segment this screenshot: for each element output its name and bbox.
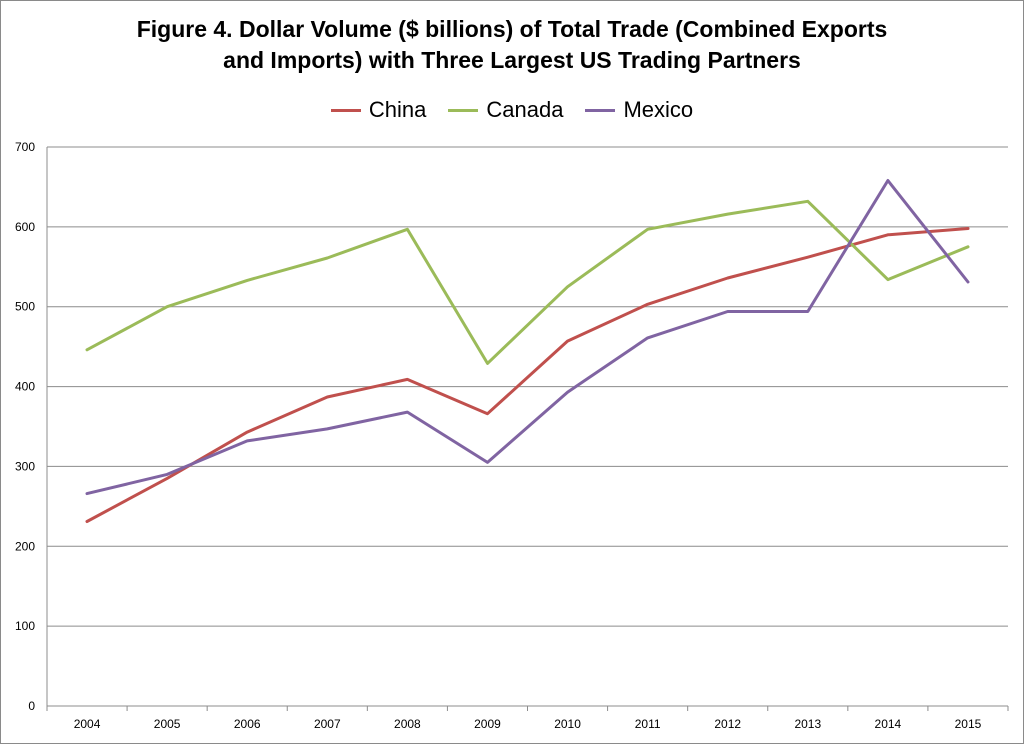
legend-label-china: China	[368, 97, 427, 122]
legend-item-canada: Canada	[448, 97, 563, 123]
chart-legend: China Canada Mexico	[0, 93, 1024, 127]
x-tick-label-2006: 2006	[234, 717, 261, 731]
x-tick-label-2014: 2014	[875, 717, 902, 731]
x-tick-label-2007: 2007	[314, 717, 341, 731]
x-tick-label-2012: 2012	[714, 717, 741, 731]
x-tick-label-2010: 2010	[554, 717, 581, 731]
y-tick-label-200: 200	[15, 539, 35, 553]
series-line-canada	[85, 199, 970, 365]
legend-swatch-mexico	[585, 108, 616, 112]
legend-item-china: China	[330, 97, 427, 123]
chart-title: Figure 4. Dollar Volume ($ billions) of …	[0, 14, 1024, 76]
x-tick-label-2004: 2004	[74, 717, 101, 731]
chart-title-line-2: and Imports) with Three Largest US Tradi…	[223, 47, 801, 73]
x-tick-label-2011: 2011	[635, 717, 661, 731]
legend-swatch-canada	[448, 108, 479, 112]
legend-label-canada: Canada	[486, 97, 564, 122]
x-tick-label-2015: 2015	[955, 717, 982, 731]
y-tick-label-600: 600	[15, 220, 35, 234]
y-tick-label-400: 400	[15, 380, 35, 394]
legend-label-mexico: Mexico	[623, 97, 694, 122]
y-tick-label-0: 0	[28, 699, 35, 713]
x-tick-label-2005: 2005	[154, 717, 181, 731]
x-tick-label-2009: 2009	[474, 717, 501, 731]
legend-swatch-china	[330, 108, 361, 112]
series-line-china	[85, 227, 970, 523]
x-tick-label-2008: 2008	[394, 717, 421, 731]
y-tick-label-100: 100	[15, 619, 35, 633]
x-tick-label-2013: 2013	[794, 717, 821, 731]
legend-item-mexico: Mexico	[585, 97, 693, 123]
y-tick-label-700: 700	[15, 140, 35, 154]
chart-title-line-1: Figure 4. Dollar Volume ($ billions) of …	[136, 16, 888, 42]
y-tick-label-300: 300	[15, 459, 35, 473]
series-line-mexico	[85, 179, 970, 496]
y-tick-label-500: 500	[15, 300, 35, 314]
